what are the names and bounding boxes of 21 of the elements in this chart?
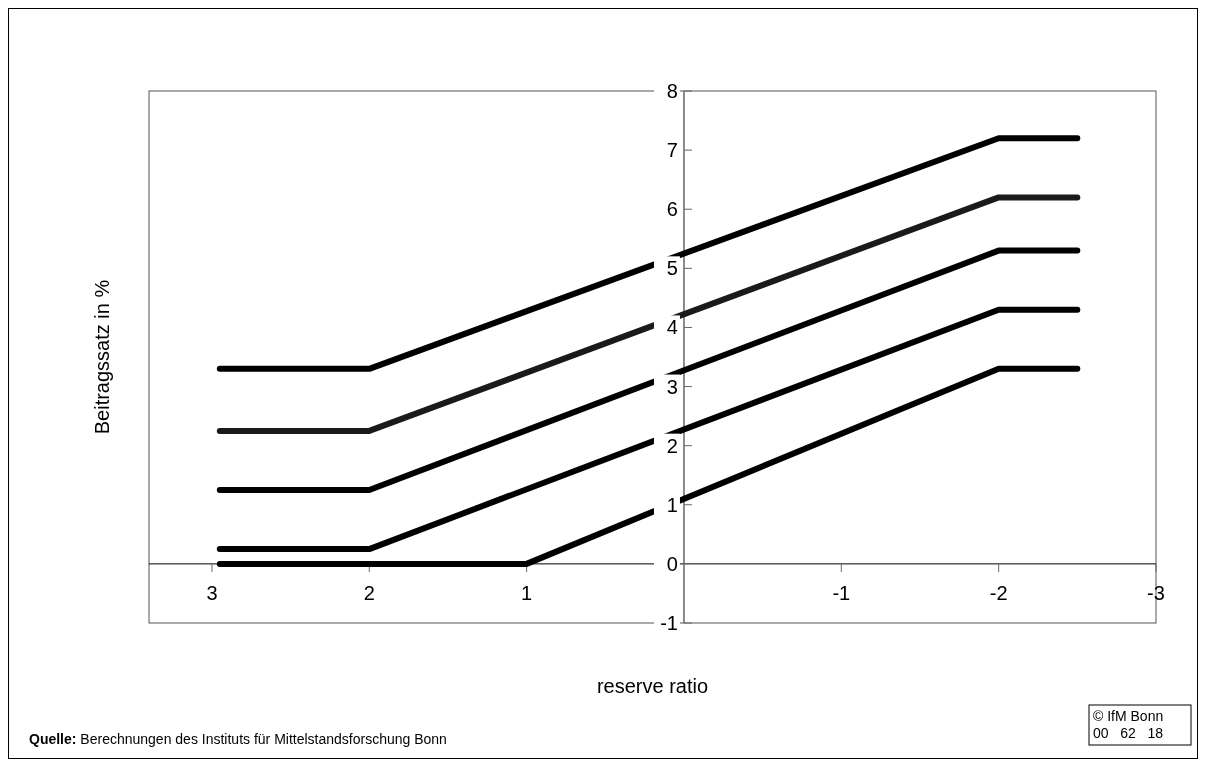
y-tick-label: 3	[666, 375, 678, 398]
x-tick-label: -3	[1147, 581, 1165, 604]
x-tick-label: 1	[521, 581, 533, 604]
x-axis-title: reserve ratio	[596, 675, 709, 697]
y-tick-label: 0	[666, 552, 678, 575]
y-tick-label: 2	[666, 434, 678, 457]
y-tick-label: -1	[660, 612, 678, 634]
x-tick-label: -2	[989, 581, 1008, 604]
text: © IfM Bonn	[1093, 708, 1164, 724]
y-tick-label: 6	[666, 198, 678, 221]
x-tick-label: -1	[832, 581, 851, 604]
y-axis-title: Beitragssatz in %	[91, 279, 113, 435]
y-tick-label: 5	[666, 257, 678, 280]
x-tick-label: 2	[363, 581, 375, 604]
y-tick-label: 4	[666, 316, 678, 339]
y-tick-label: 7	[666, 139, 678, 162]
y-tick-label: 1	[666, 493, 678, 516]
text: 00 62 18	[1093, 725, 1164, 741]
x-tick-label: 3	[206, 581, 218, 604]
y-tick-label: 8	[666, 80, 678, 102]
source-note: Quelle: Berechnungen des Instituts für Mittelstandsforschung Bonn	[29, 731, 447, 747]
